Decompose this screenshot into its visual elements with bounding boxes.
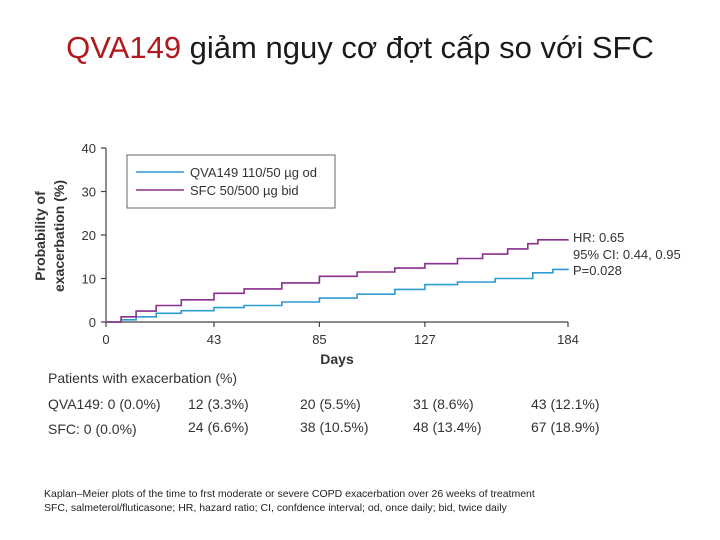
y-axis-label-line1: Probability of [32,191,48,281]
annotation-ci: 95% CI: 0.44, 0.95 [573,247,681,262]
table-cell-sfc-184: 67 (18.9%) [531,419,600,435]
y-tick-label: 40 [82,141,96,156]
series-line-sfc [106,239,569,323]
table-cell-qva149-43: 12 (3.3%) [188,396,249,412]
series-line-qva149 [106,268,569,323]
series-lines [106,239,569,323]
caption-line2: SFC, salmeterol/fluticasone; HR, hazard … [44,502,507,514]
annotation-p: P=0.028 [573,263,622,278]
table-cell-sfc-127: 48 (13.4%) [413,419,482,435]
x-axis-label: Days [320,351,354,367]
x-tick-label: 184 [557,332,579,347]
y-tick-label: 30 [82,185,96,200]
x-tick-label: 43 [207,332,221,347]
x-tick-label: 127 [414,332,436,347]
caption: Kaplan–Meier plots of the time to frst m… [44,487,684,515]
table-heading: Patients with exacerbation (%) [48,370,238,386]
x-tick-label: 85 [312,332,326,347]
table-cell-sfc-43: 24 (6.6%) [188,419,249,435]
x-tick-label: 0 [102,332,109,347]
table-row-qva149-label: QVA149: 0 (0.0%) [48,396,161,412]
table-cell-qva149-127: 31 (8.6%) [413,396,474,412]
table-cell-qva149-184: 43 (12.1%) [531,396,600,412]
y-axis-label-line2: exacerbation (%) [51,180,67,292]
title-accent: QVA149 [66,30,182,65]
caption-line1: Kaplan–Meier plots of the time to frst m… [44,488,535,500]
legend: QVA149 110/50 µg od SFC 50/500 µg bid [126,154,336,209]
annotation-hr: HR: 0.65 [573,230,624,245]
y-tick-label: 20 [82,228,96,243]
legend-box [126,154,336,209]
title-rest: giảm nguy cơ đợt cấp so với SFC [181,30,654,65]
table-row-sfc-label: SFC: 0 (0.0%) [48,421,137,437]
table-cell-sfc-85: 38 (10.5%) [300,419,369,435]
legend-label-qva149: QVA149 110/50 µg od [190,165,317,180]
legend-label-sfc: SFC 50/500 µg bid [190,183,299,198]
slide-title: QVA149 giảm nguy cơ đợt cấp so với SFC [40,26,680,70]
table-cell-qva149-85: 20 (5.5%) [300,396,361,412]
y-tick-label: 10 [82,272,96,287]
y-tick-label: 0 [89,315,96,330]
axes: 0 10 20 30 40 0 43 85 127 184 [82,141,579,347]
